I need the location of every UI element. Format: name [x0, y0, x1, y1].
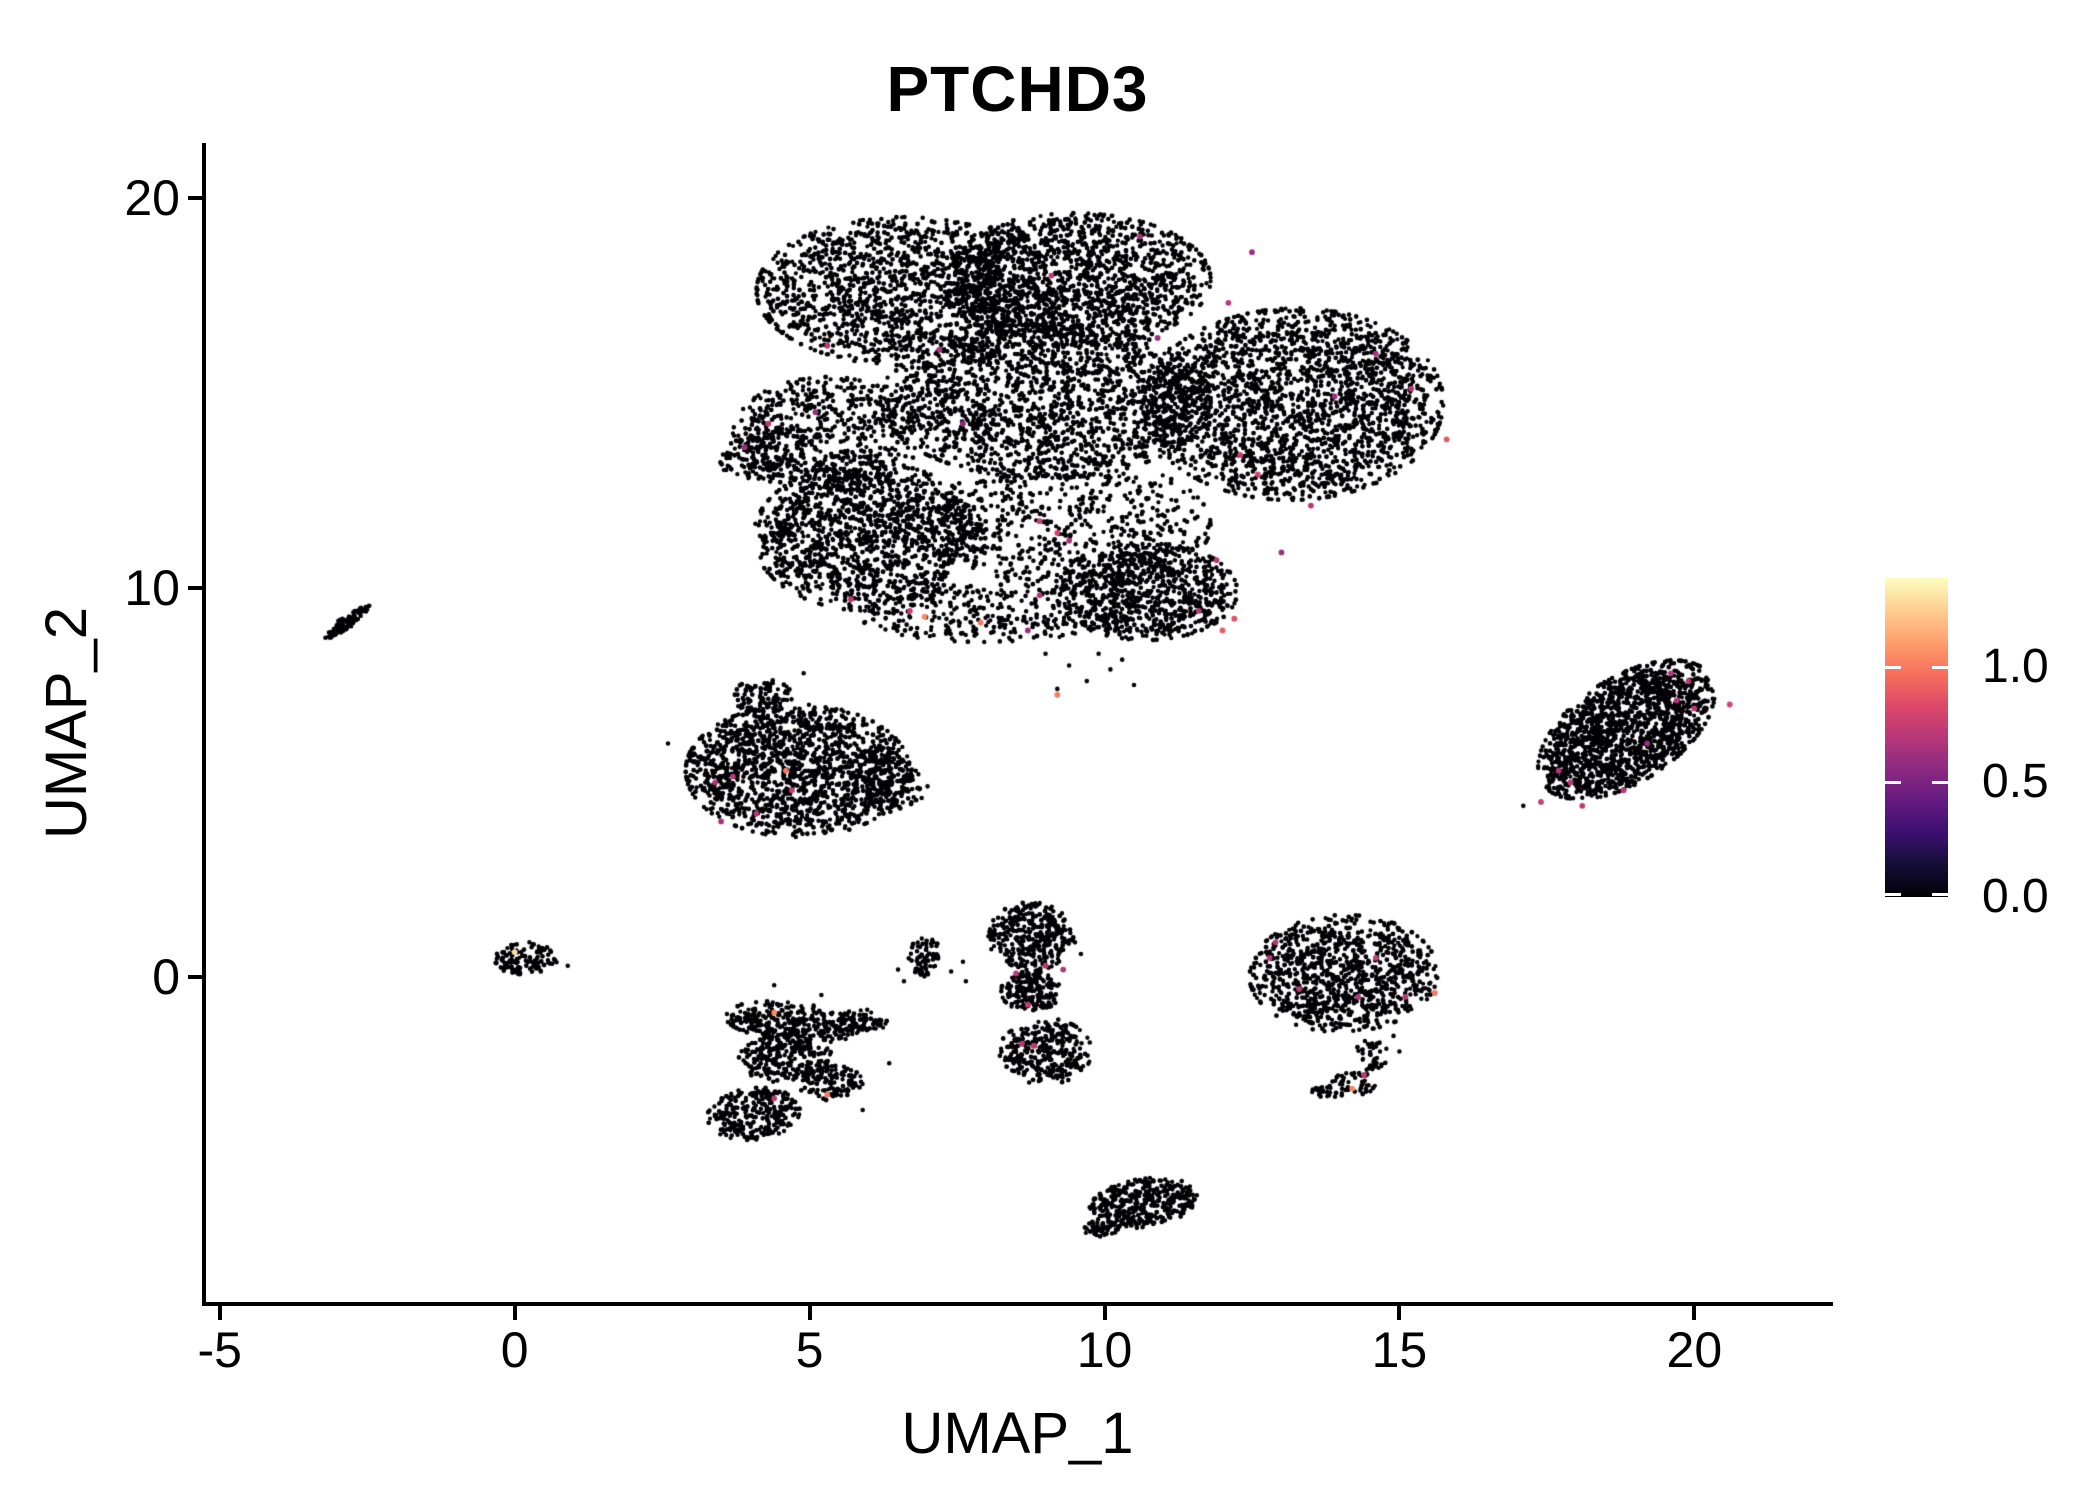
x-tick-mark: [512, 1306, 517, 1320]
colorbar-tick-mark: [1932, 666, 1948, 669]
scatter-points-canvas: [205, 143, 1830, 1303]
x-tick-mark: [217, 1306, 222, 1320]
y-tick-mark: [188, 195, 202, 200]
x-tick-mark: [1397, 1306, 1402, 1320]
colorbar-tick-mark: [1885, 666, 1901, 669]
colorbar-tick-mark: [1885, 781, 1901, 784]
x-tick-label: 5: [795, 1322, 824, 1378]
y-tick-label: 10: [124, 559, 180, 616]
y-tick-label: 20: [124, 169, 180, 226]
x-tick-label: 10: [1076, 1322, 1133, 1378]
x-tick-label: 0: [500, 1322, 529, 1378]
x-tick-label: 15: [1371, 1322, 1428, 1378]
y-axis-line: [202, 143, 206, 1306]
x-tick-label: 20: [1666, 1322, 1723, 1378]
colorbar-tick-label: 0.5: [1982, 755, 2049, 808]
x-tick-label: -5: [197, 1322, 242, 1378]
colorbar-tick-mark: [1885, 893, 1901, 896]
x-axis-title: UMAP_1: [901, 1401, 1134, 1466]
colorbar-tick-mark: [1932, 781, 1948, 784]
y-tick-mark: [188, 585, 202, 590]
y-tick-label: 0: [152, 949, 180, 1006]
y-axis-title: UMAP_2: [34, 606, 99, 840]
y-tick-mark: [188, 975, 202, 980]
plot-title: PTCHD3: [886, 53, 1149, 125]
colorbar-tick-mark: [1932, 893, 1948, 896]
colorbar-tick-label: 1.0: [1982, 640, 2049, 693]
x-tick-mark: [807, 1306, 812, 1320]
x-axis-line: [202, 1302, 1833, 1306]
colorbar-tick-label: 0.0: [1982, 870, 2049, 923]
expression-colorbar: [1885, 578, 1948, 897]
x-tick-mark: [1102, 1306, 1107, 1320]
x-tick-mark: [1692, 1306, 1697, 1320]
